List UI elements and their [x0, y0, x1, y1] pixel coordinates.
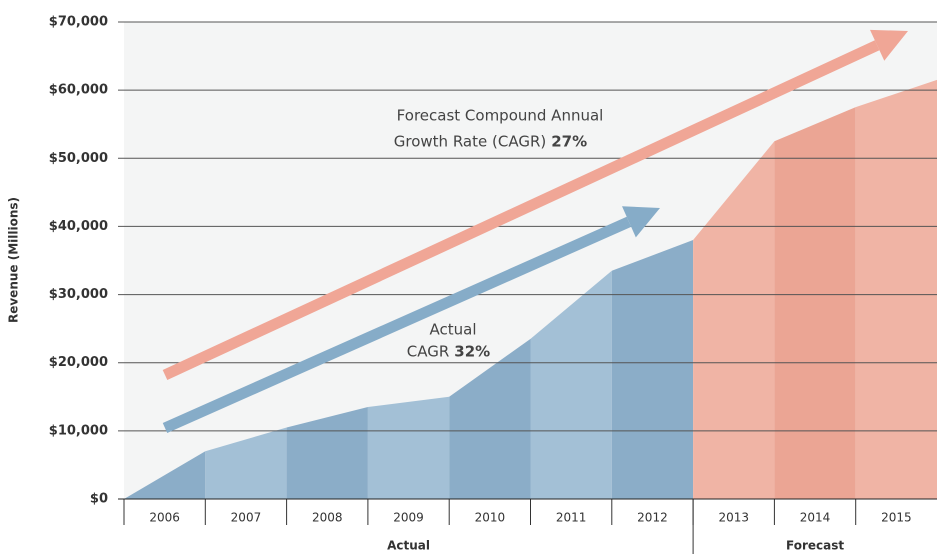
y-tick-label: $50,000 [49, 151, 108, 166]
x-tick-label: 2008 [312, 511, 343, 525]
arrow-head [870, 29, 908, 61]
y-tick-label: $0 [90, 492, 108, 507]
area-segment [611, 240, 694, 500]
area-segment [530, 270, 612, 499]
x-tick-label: 2007 [231, 511, 262, 525]
area-segment [124, 451, 206, 499]
y-tick-label: $40,000 [49, 219, 108, 234]
x-tick-label: 2011 [556, 511, 587, 525]
area-segment [449, 338, 531, 499]
y-tick-label: $30,000 [49, 287, 108, 302]
x-tick-label: 2015 [881, 511, 912, 525]
area-segment [774, 107, 856, 499]
x-tick-label: 2014 [800, 511, 831, 525]
annotation-text: CAGR [407, 343, 450, 361]
annotation-text: Forecast Compound Annual [397, 107, 604, 125]
group-label: Forecast [786, 539, 844, 553]
annotation-bold: 27% [551, 133, 587, 151]
annotation-text: Actual [430, 321, 477, 339]
y-tick-label: $20,000 [49, 355, 108, 370]
annotation-bold: 32% [454, 343, 490, 361]
arrow-shaft [162, 40, 880, 380]
area-segment [367, 396, 450, 499]
arrow-shaft [162, 216, 632, 434]
area-segment [855, 79, 937, 500]
x-tick-label: 2013 [718, 511, 749, 525]
y-tick-label: $60,000 [49, 83, 108, 98]
annotation-text: Growth Rate (CAGR) [394, 133, 546, 151]
y-tick-label: $70,000 [49, 15, 108, 30]
x-tick-label: 2009 [393, 511, 424, 525]
area-segment [286, 407, 368, 499]
x-tick-label: 2010 [475, 511, 506, 525]
y-tick-label: $10,000 [49, 423, 108, 438]
x-tick-label: 2012 [637, 511, 668, 525]
area-segment [205, 427, 287, 499]
area-segment [693, 141, 775, 499]
x-tick-label: 2006 [149, 511, 180, 525]
arrow-head [622, 206, 660, 238]
group-label: Actual [387, 539, 430, 553]
y-axis-label: Revenue (Millions) [7, 197, 21, 323]
